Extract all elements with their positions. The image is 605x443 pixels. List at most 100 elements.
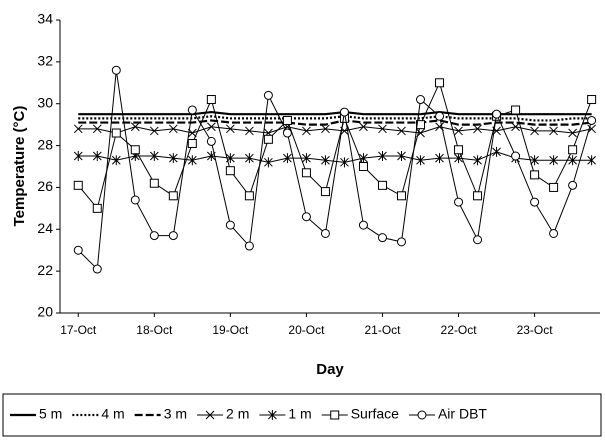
marker: [111, 128, 121, 138]
marker: [530, 170, 540, 180]
marker: [454, 197, 464, 207]
series-line: [78, 115, 592, 122]
marker: [530, 197, 540, 207]
marker: [92, 264, 102, 274]
y-tick-label: 30: [37, 94, 53, 110]
series-line: [78, 126, 592, 134]
legend-box: [2, 393, 602, 437]
y-tick-label: 20: [37, 304, 53, 320]
legend-label: 5 m: [39, 406, 62, 422]
y-axis-label: Temperature (°C): [11, 106, 28, 227]
series-line: [78, 119, 592, 126]
marker: [73, 245, 83, 255]
marker: [149, 126, 159, 136]
marker: [416, 120, 426, 130]
marker: [111, 155, 121, 166]
marker: [268, 410, 277, 420]
legend-label: Air DBT: [438, 406, 487, 422]
marker: [149, 151, 159, 162]
marker: [130, 195, 140, 205]
marker: [435, 153, 444, 164]
marker: [206, 122, 216, 132]
legend-label: 1 m: [288, 406, 311, 422]
marker: [473, 124, 482, 134]
x-tick-label: 18-Oct: [136, 323, 173, 337]
marker: [378, 124, 387, 134]
marker: [92, 203, 102, 213]
marker: [302, 153, 311, 164]
marker: [473, 155, 482, 166]
y-tick-label: 22: [37, 262, 53, 278]
series-line: [77, 81, 593, 210]
marker: [397, 151, 406, 162]
marker: [549, 126, 558, 136]
series-line: [78, 110, 592, 116]
marker: [511, 151, 521, 161]
x-tick-label: 21-Oct: [364, 323, 401, 337]
marker: [149, 178, 159, 188]
x-axis-label: Day: [316, 361, 344, 378]
marker: [264, 157, 273, 168]
marker: [330, 410, 340, 420]
marker: [187, 155, 197, 166]
marker: [568, 180, 578, 190]
marker: [321, 155, 330, 166]
marker: [168, 124, 178, 134]
marker: [321, 124, 330, 134]
marker: [302, 126, 311, 136]
marker: [282, 128, 292, 138]
marker: [244, 241, 254, 251]
marker: [205, 410, 215, 420]
x-tick-label: 23-Oct: [517, 323, 554, 337]
marker: [92, 124, 102, 134]
marker: [568, 128, 577, 138]
marker: [206, 136, 216, 146]
x-tick-label: 19-Oct: [212, 323, 249, 337]
marker: [511, 122, 520, 132]
legend-label: Surface: [351, 406, 399, 422]
marker: [511, 105, 521, 115]
legend-label: 3 m: [164, 406, 187, 422]
marker: [568, 145, 578, 155]
x-tick-label: 20-Oct: [288, 323, 325, 337]
series-line: [77, 70, 593, 271]
marker: [358, 220, 368, 230]
marker: [417, 410, 427, 420]
marker: [168, 231, 178, 241]
marker: [206, 95, 216, 105]
marker: [358, 162, 368, 171]
marker: [587, 124, 596, 134]
y-tick-label: 24: [37, 220, 53, 236]
marker: [149, 231, 159, 241]
y-tick-label: 28: [37, 136, 53, 152]
marker: [168, 191, 178, 201]
marker: [435, 111, 445, 121]
marker: [244, 191, 254, 201]
marker: [263, 90, 273, 100]
y-tick-label: 26: [37, 178, 53, 194]
marker: [130, 145, 140, 155]
marker: [396, 191, 406, 201]
marker: [587, 115, 597, 125]
marker: [187, 105, 197, 115]
marker: [492, 146, 501, 157]
marker: [587, 155, 596, 166]
marker: [530, 126, 539, 136]
marker: [568, 155, 577, 166]
marker: [340, 157, 349, 168]
marker: [301, 168, 311, 178]
marker: [225, 220, 235, 230]
marker: [549, 228, 559, 238]
marker: [397, 126, 406, 136]
marker: [454, 145, 464, 155]
marker: [111, 65, 121, 75]
marker: [225, 166, 235, 176]
legend-label: 4 m: [101, 406, 124, 422]
marker: [263, 134, 273, 144]
marker: [416, 155, 425, 166]
marker: [587, 95, 597, 105]
marker: [473, 235, 483, 245]
marker: [73, 124, 83, 134]
marker: [320, 187, 330, 197]
